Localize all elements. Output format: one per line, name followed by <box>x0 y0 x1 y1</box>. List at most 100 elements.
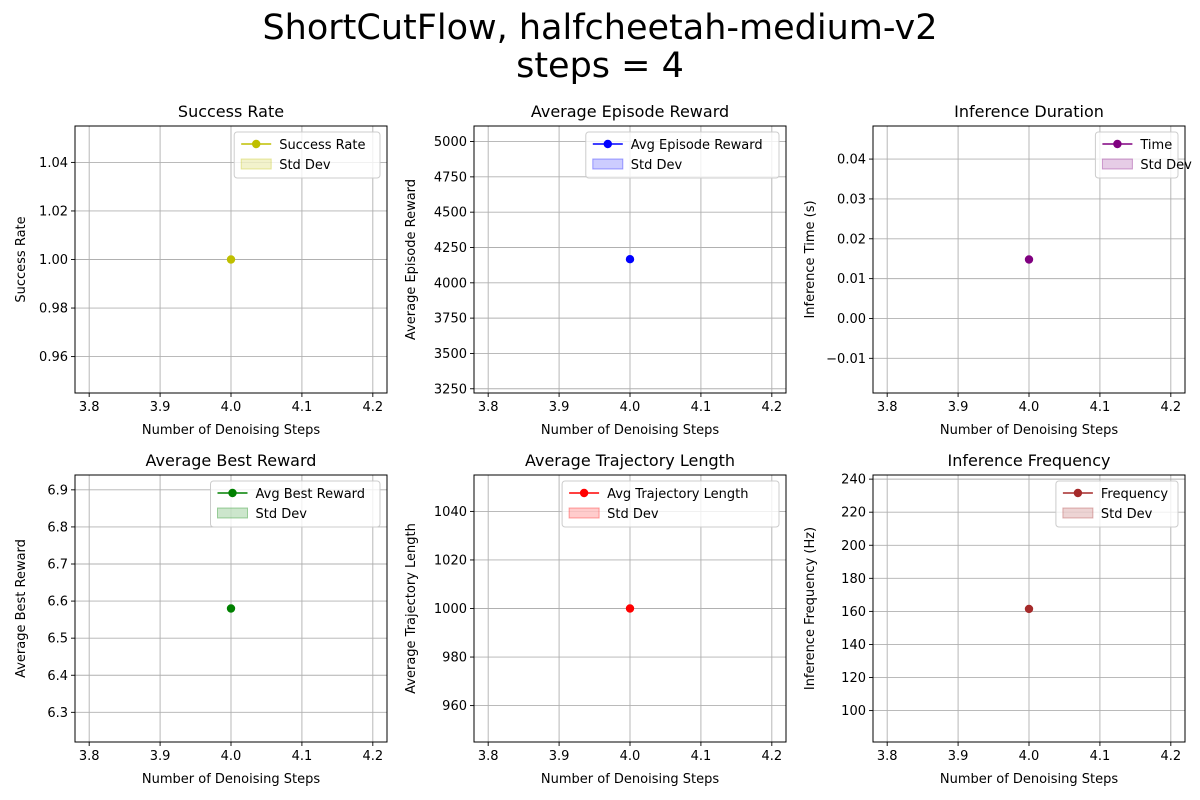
legend: Avg Trajectory Length Std Dev <box>561 480 780 528</box>
legend-series-label: Time <box>1139 138 1172 153</box>
y-axis-label: Average Trajectory Length <box>404 523 419 694</box>
legend-std-label: Std Dev <box>607 507 659 522</box>
x-tick-label: 4.0 <box>1019 749 1040 764</box>
legend-series-label: Avg Episode Reward <box>631 138 763 153</box>
y-tick-label: 6.5 <box>47 632 68 647</box>
y-tick-label: 5000 <box>434 135 467 150</box>
x-tick-label: 4.2 <box>362 400 383 415</box>
subplot-title: Average Episode Reward <box>531 102 729 121</box>
y-tick-label: 1.04 <box>39 156 68 171</box>
x-tick-label: 4.2 <box>761 400 782 415</box>
legend-std-swatch <box>568 507 600 519</box>
legend-std-swatch <box>592 158 624 170</box>
y-tick-label: 140 <box>841 638 866 653</box>
x-tick-label: 4.0 <box>620 400 641 415</box>
y-tick-label: 1040 <box>434 505 467 520</box>
x-tick-label: 3.9 <box>150 749 171 764</box>
x-tick-label: 3.8 <box>877 749 898 764</box>
y-tick-label: 4500 <box>434 206 467 221</box>
y-tick-label: 200 <box>841 539 866 554</box>
subplot-5: 3.8 3.9 4.0 4.1 4.2 960 980 1000 1020 1040 Average… <box>404 451 787 787</box>
data-point <box>1024 255 1034 264</box>
y-tick-label: 1.02 <box>39 204 68 219</box>
x-tick-label: 4.0 <box>1019 400 1040 415</box>
legend: Avg Best Reward Std Dev <box>210 480 381 528</box>
subplot-title: Success Rate <box>178 102 284 121</box>
subplot-6: 3.8 3.9 4.0 4.1 4.2 100 120 140 160 180 200 220 240 I… <box>803 451 1186 787</box>
legend-marker <box>579 488 589 498</box>
y-tick-label: 980 <box>442 651 467 666</box>
y-tick-label: 0.02 <box>837 232 866 247</box>
subplot-title: Inference Duration <box>954 102 1104 121</box>
x-tick-label: 4.2 <box>761 749 782 764</box>
y-tick-label: 1020 <box>434 553 467 568</box>
y-tick-label: 3500 <box>434 347 467 362</box>
x-axis-label: Number of Denoising Steps <box>541 772 719 787</box>
figure-title: ShortCutFlow, halfcheetah-medium-v2 step… <box>0 8 1200 86</box>
legend-box <box>210 480 381 528</box>
subplot-3: 3.8 3.9 4.0 4.1 4.2 −0.01 0.00 0.01 0.02 0.03 0.04… <box>803 102 1192 438</box>
legend-series-label: Avg Best Reward <box>256 487 366 502</box>
subplot-2: 3.8 3.9 4.0 4.1 4.2 3250 3500 3750 4000 4250 4500 4… <box>404 102 787 438</box>
legend-std-label: Std Dev <box>279 158 331 173</box>
x-tick-label: 4.0 <box>620 749 641 764</box>
y-axis-label: Inference Time (s) <box>803 200 818 318</box>
legend-box <box>561 480 780 528</box>
y-tick-label: 180 <box>841 572 866 587</box>
legend-series-label: Avg Trajectory Length <box>607 487 748 502</box>
x-axis-label: Number of Denoising Steps <box>940 423 1118 438</box>
x-tick-label: 3.8 <box>478 749 499 764</box>
subplot-title: Inference Frequency <box>948 451 1111 470</box>
legend-std-swatch <box>240 158 272 170</box>
x-tick-label: 3.8 <box>877 400 898 415</box>
data-point <box>226 255 236 264</box>
y-tick-label: −0.01 <box>826 352 866 367</box>
x-tick-label: 4.2 <box>362 749 383 764</box>
legend: Frequency Std Dev <box>1055 480 1179 528</box>
x-tick-label: 4.1 <box>691 749 712 764</box>
legend-marker <box>252 139 261 149</box>
x-axis-label: Number of Denoising Steps <box>541 423 719 438</box>
x-axis-label: Number of Denoising Steps <box>142 423 320 438</box>
y-tick-label: 960 <box>442 699 467 714</box>
y-axis-label: Average Best Reward <box>14 539 29 678</box>
legend: Success Rate Std Dev <box>233 131 381 179</box>
x-tick-label: 3.8 <box>79 749 100 764</box>
y-tick-label: 0.00 <box>837 312 866 327</box>
y-tick-label: 3250 <box>434 382 467 397</box>
y-tick-label: 4250 <box>434 241 467 256</box>
x-tick-label: 4.0 <box>221 400 242 415</box>
data-point <box>226 604 236 613</box>
x-tick-label: 3.9 <box>948 400 969 415</box>
x-axis-label: Number of Denoising Steps <box>142 772 320 787</box>
data-point <box>625 255 635 264</box>
legend-std-label: Std Dev <box>1140 158 1192 173</box>
y-tick-label: 3750 <box>434 312 467 327</box>
legend-std-label: Std Dev <box>631 158 683 173</box>
subplot-1: 3.8 3.9 4.0 4.1 4.2 0.96 0.98 1.00 1.02 1.04 Succe… <box>14 102 388 438</box>
subplot-title: Average Best Reward <box>146 451 317 470</box>
y-tick-label: 1000 <box>434 602 467 617</box>
legend-box <box>585 131 780 179</box>
x-tick-label: 4.2 <box>1160 749 1181 764</box>
y-axis-label: Average Episode Reward <box>404 179 419 340</box>
y-tick-label: 160 <box>841 605 866 620</box>
legend-series-label: Frequency <box>1101 487 1168 502</box>
x-tick-label: 4.1 <box>292 400 313 415</box>
y-tick-label: 220 <box>841 506 866 521</box>
x-tick-label: 4.2 <box>1160 400 1181 415</box>
x-tick-label: 3.8 <box>79 400 100 415</box>
x-tick-label: 3.9 <box>549 749 570 764</box>
y-tick-label: 100 <box>841 704 866 719</box>
legend-marker <box>228 488 237 498</box>
y-tick-label: 0.96 <box>39 350 68 365</box>
legend-std-label: Std Dev <box>256 507 308 522</box>
x-tick-label: 3.9 <box>150 400 171 415</box>
legend: Avg Episode Reward Std Dev <box>585 131 780 179</box>
y-tick-label: 6.8 <box>47 520 68 535</box>
x-tick-label: 4.1 <box>1090 749 1111 764</box>
legend-marker <box>1073 488 1083 498</box>
y-tick-label: 0.98 <box>39 302 68 317</box>
x-tick-label: 4.1 <box>292 749 313 764</box>
data-point <box>1024 604 1034 614</box>
